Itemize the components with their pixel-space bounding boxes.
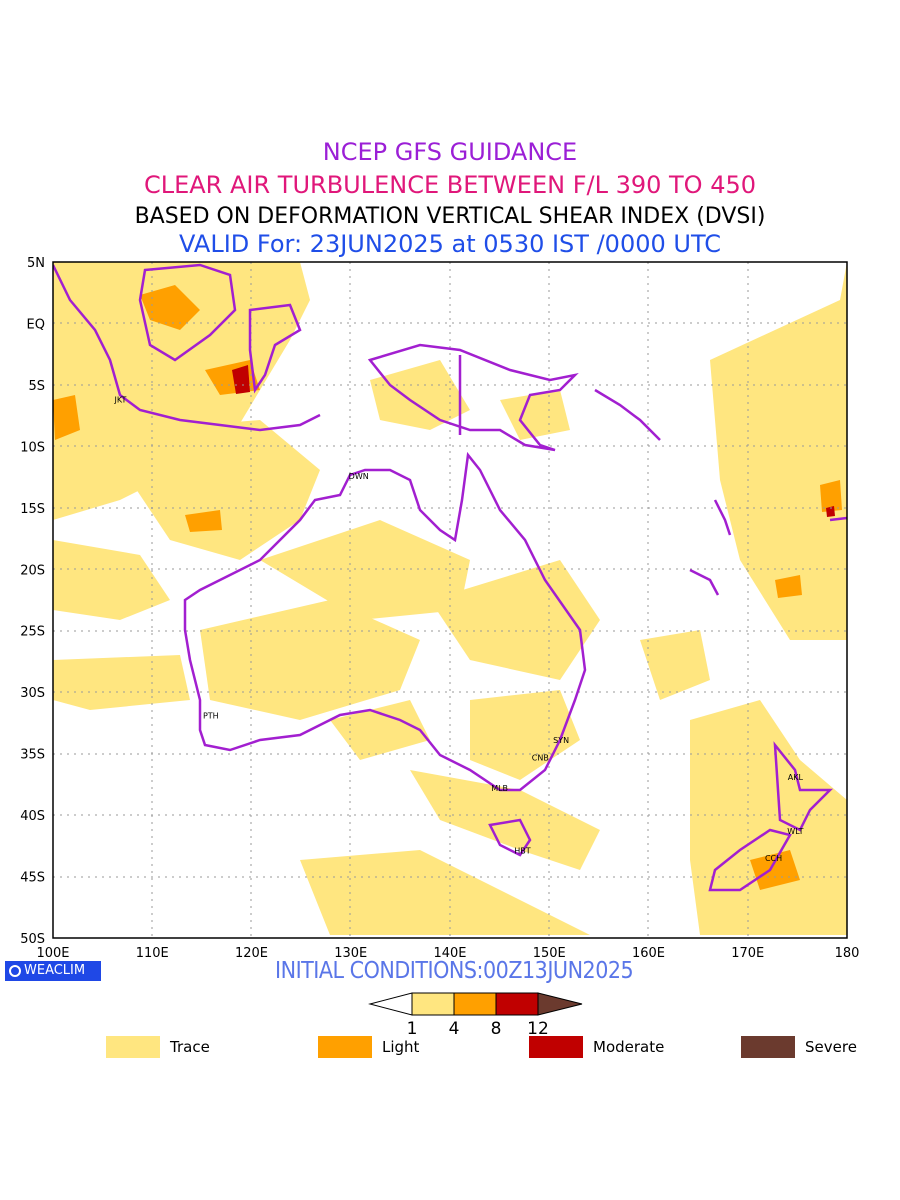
lat-tick-label: 40S — [20, 809, 45, 824]
colorbar — [368, 992, 583, 1016]
colorbar-moderate — [495, 992, 539, 1016]
colorbar-tick-label: 1 — [407, 1019, 418, 1039]
legend-swatch — [106, 1036, 160, 1058]
legend-label: Severe — [805, 1038, 857, 1056]
lon-tick-label: 180 — [835, 946, 860, 961]
city-label-mlb: MLB — [491, 784, 508, 793]
lat-tick-label: 15S — [20, 502, 45, 517]
initial-conditions: INITIAL CONDITIONS:00Z13JUN2025 — [275, 958, 634, 984]
lon-tick-label: 120E — [235, 946, 268, 961]
legend-swatch — [318, 1036, 372, 1058]
lon-tick-label: 130E — [334, 946, 367, 961]
lon-tick-label: 150E — [533, 946, 566, 961]
legend-label: Trace — [170, 1038, 210, 1056]
title-model: NCEP GFS GUIDANCE — [322, 138, 578, 166]
colorbar-tick-label: 4 — [449, 1019, 460, 1039]
lat-tick-label: 5S — [28, 379, 45, 394]
lon-tick-label: 170E — [731, 946, 764, 961]
weaclim-logo: WEACLIM — [5, 961, 101, 981]
map-frame — [52, 261, 848, 939]
logo-circle-icon — [9, 965, 21, 977]
lat-tick-label: 20S — [20, 563, 45, 578]
lat-tick-label: 25S — [20, 625, 45, 640]
city-label-jkt: JKT — [114, 396, 127, 405]
city-label-cnb: CNB — [532, 753, 549, 762]
colorbar-tick-label: 8 — [491, 1019, 502, 1039]
city-label-syn: SYN — [553, 736, 569, 745]
colorbar-tick-label: 12 — [527, 1019, 549, 1039]
city-label-pth: PTH — [203, 712, 219, 721]
graticule — [53, 262, 847, 938]
coastlines — [53, 263, 847, 892]
logo-text: WEACLIM — [24, 963, 86, 978]
legend-label: Moderate — [593, 1038, 665, 1056]
lon-tick-label: 160E — [632, 946, 665, 961]
lon-tick-label: 110E — [136, 946, 169, 961]
legend-swatch — [741, 1036, 795, 1058]
colorbar-light — [453, 992, 497, 1016]
legend-swatch — [529, 1036, 583, 1058]
city-label-wlt: WLT — [787, 827, 803, 836]
colorbar-low-arrow — [368, 992, 413, 1016]
lat-tick-label: 35S — [20, 748, 45, 763]
colorbar-high-arrow — [537, 992, 583, 1016]
lat-tick-label: 50S — [20, 932, 45, 947]
title-product: CLEAR AIR TURBULENCE BETWEEN F/L 390 TO … — [143, 171, 757, 199]
lat-tick-label: 45S — [20, 871, 45, 886]
title-method: BASED ON DEFORMATION VERTICAL SHEAR INDE… — [134, 204, 766, 229]
city-label-dwn: DWN — [349, 472, 369, 481]
legend-label: Light — [382, 1038, 420, 1056]
lon-tick-label: 140E — [433, 946, 466, 961]
lat-tick-label: EQ — [27, 317, 45, 332]
lon-tick-label: 100E — [36, 946, 69, 961]
city-label-cch: CCH — [765, 854, 782, 863]
lat-tick-label: 5N — [27, 256, 45, 271]
lat-tick-label: 10S — [20, 440, 45, 455]
city-label-hbt: HBT — [514, 847, 531, 856]
title-valid-time: VALID For: 23JUN2025 at 0530 IST /0000 U… — [179, 230, 721, 258]
colorbar-trace — [411, 992, 455, 1016]
city-label-akl: AKL — [788, 773, 804, 782]
lat-tick-label: 30S — [20, 686, 45, 701]
